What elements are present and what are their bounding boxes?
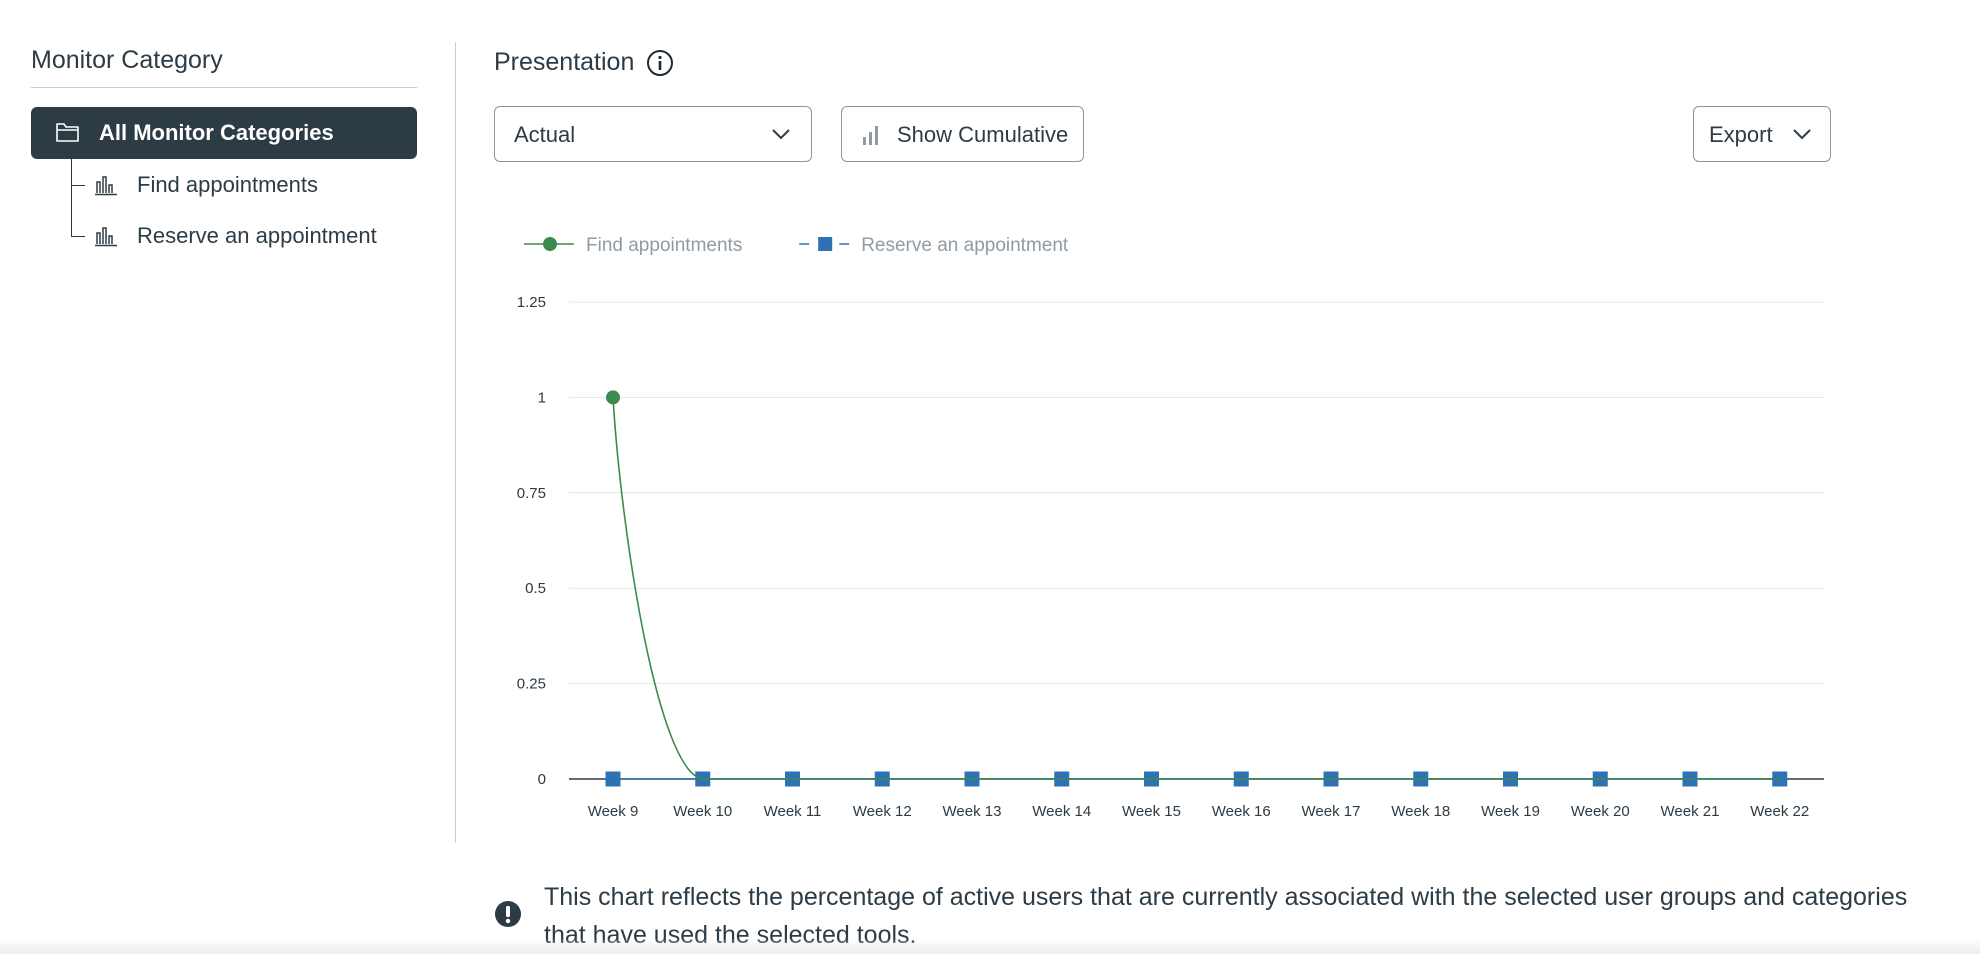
x-tick-label: Week 9	[588, 803, 639, 820]
select-value: Actual	[514, 122, 576, 147]
y-tick-label: 0.25	[517, 676, 546, 693]
legend-marker	[818, 237, 833, 251]
y-axis: 0 0.25 0.5 0.75 1 1.25	[517, 294, 546, 788]
chart-grid	[569, 301, 1824, 780]
bar-chart-icon	[862, 125, 880, 150]
sidebar-title: Monitor Category	[31, 46, 223, 74]
page-title: Presentation	[494, 48, 635, 76]
tree-root-label: All Monitor Categories	[99, 120, 334, 145]
x-tick-label: Week 13	[943, 803, 1002, 820]
show-cumulative-button[interactable]: Show Cumulative	[841, 106, 1084, 162]
series-find-appointments	[606, 390, 1780, 780]
tree-connector	[71, 236, 85, 237]
warning-icon	[494, 900, 522, 933]
x-tick-label: Week 19	[1481, 803, 1540, 820]
legend-label: Reserve an appointment	[861, 235, 1069, 256]
x-tick-label: Week 22	[1750, 803, 1809, 820]
tree-connector	[71, 185, 85, 186]
x-tick-label: Week 14	[1032, 803, 1091, 820]
tree-item-reserve-an-appointment[interactable]: Reserve an appointment	[94, 219, 394, 253]
panel-divider	[455, 42, 456, 843]
x-tick-label: Week 18	[1391, 803, 1450, 820]
info-icon[interactable]	[646, 49, 674, 82]
x-tick-label: Week 16	[1212, 803, 1271, 820]
x-tick-label: Week 12	[853, 803, 912, 820]
sidebar: Monitor Category All Monitor Categories …	[31, 0, 417, 954]
x-tick-label: Week 20	[1571, 803, 1630, 820]
chart-series	[605, 390, 1788, 787]
data-point	[605, 771, 621, 787]
tree-item-all-monitor-categories[interactable]: All Monitor Categories	[31, 107, 417, 159]
series-line	[612, 397, 1780, 780]
show-cumulative-label: Show Cumulative	[897, 122, 1069, 147]
chart-legend: Find appointments Reserve an appointment	[524, 235, 1069, 256]
legend-label: Find appointments	[586, 235, 742, 256]
y-tick-label: 1.25	[517, 294, 546, 311]
y-tick-label: 0.75	[517, 485, 546, 502]
x-tick-label: Week 21	[1661, 803, 1720, 820]
x-tick-label: Week 11	[764, 803, 822, 820]
legend-marker	[543, 237, 557, 251]
presentation-panel: Presentation Actual Show Cumulative Expo…	[494, 0, 1934, 954]
export-label: Export	[1709, 122, 1773, 147]
tree-item-label: Find appointments	[137, 172, 318, 197]
x-axis: Week 9 Week 10 Week 11 Week 12 Week 13 Week 1…	[588, 803, 1810, 820]
y-tick-label: 1	[538, 389, 546, 406]
x-tick-label: Week 17	[1302, 803, 1361, 820]
export-button[interactable]: Export	[1693, 106, 1831, 162]
chart-note: This chart reflects the percentage of ac…	[544, 883, 1908, 949]
bar-chart-icon	[94, 174, 118, 201]
tree-item-label: Reserve an appointment	[137, 223, 377, 248]
bar-chart-icon	[94, 225, 118, 252]
chevron-down-icon	[771, 127, 791, 146]
line-chart: Find appointments Reserve an appointment …	[517, 235, 1824, 820]
tree-connector	[71, 159, 72, 236]
data-point	[606, 390, 620, 405]
folder-icon	[55, 121, 81, 148]
legend-item: Find appointments	[524, 235, 742, 256]
sidebar-divider	[31, 87, 417, 88]
presentation-mode-select[interactable]: Actual	[494, 106, 812, 162]
x-tick-label: Week 15	[1122, 803, 1181, 820]
chevron-down-icon	[1792, 127, 1812, 146]
legend-item: Reserve an appointment	[799, 235, 1069, 256]
y-tick-label: 0.5	[525, 580, 546, 597]
y-tick-label: 0	[538, 771, 546, 788]
x-tick-label: Week 10	[673, 803, 732, 820]
page-footer-shade	[0, 938, 1980, 954]
tree-item-find-appointments[interactable]: Find appointments	[94, 168, 354, 202]
